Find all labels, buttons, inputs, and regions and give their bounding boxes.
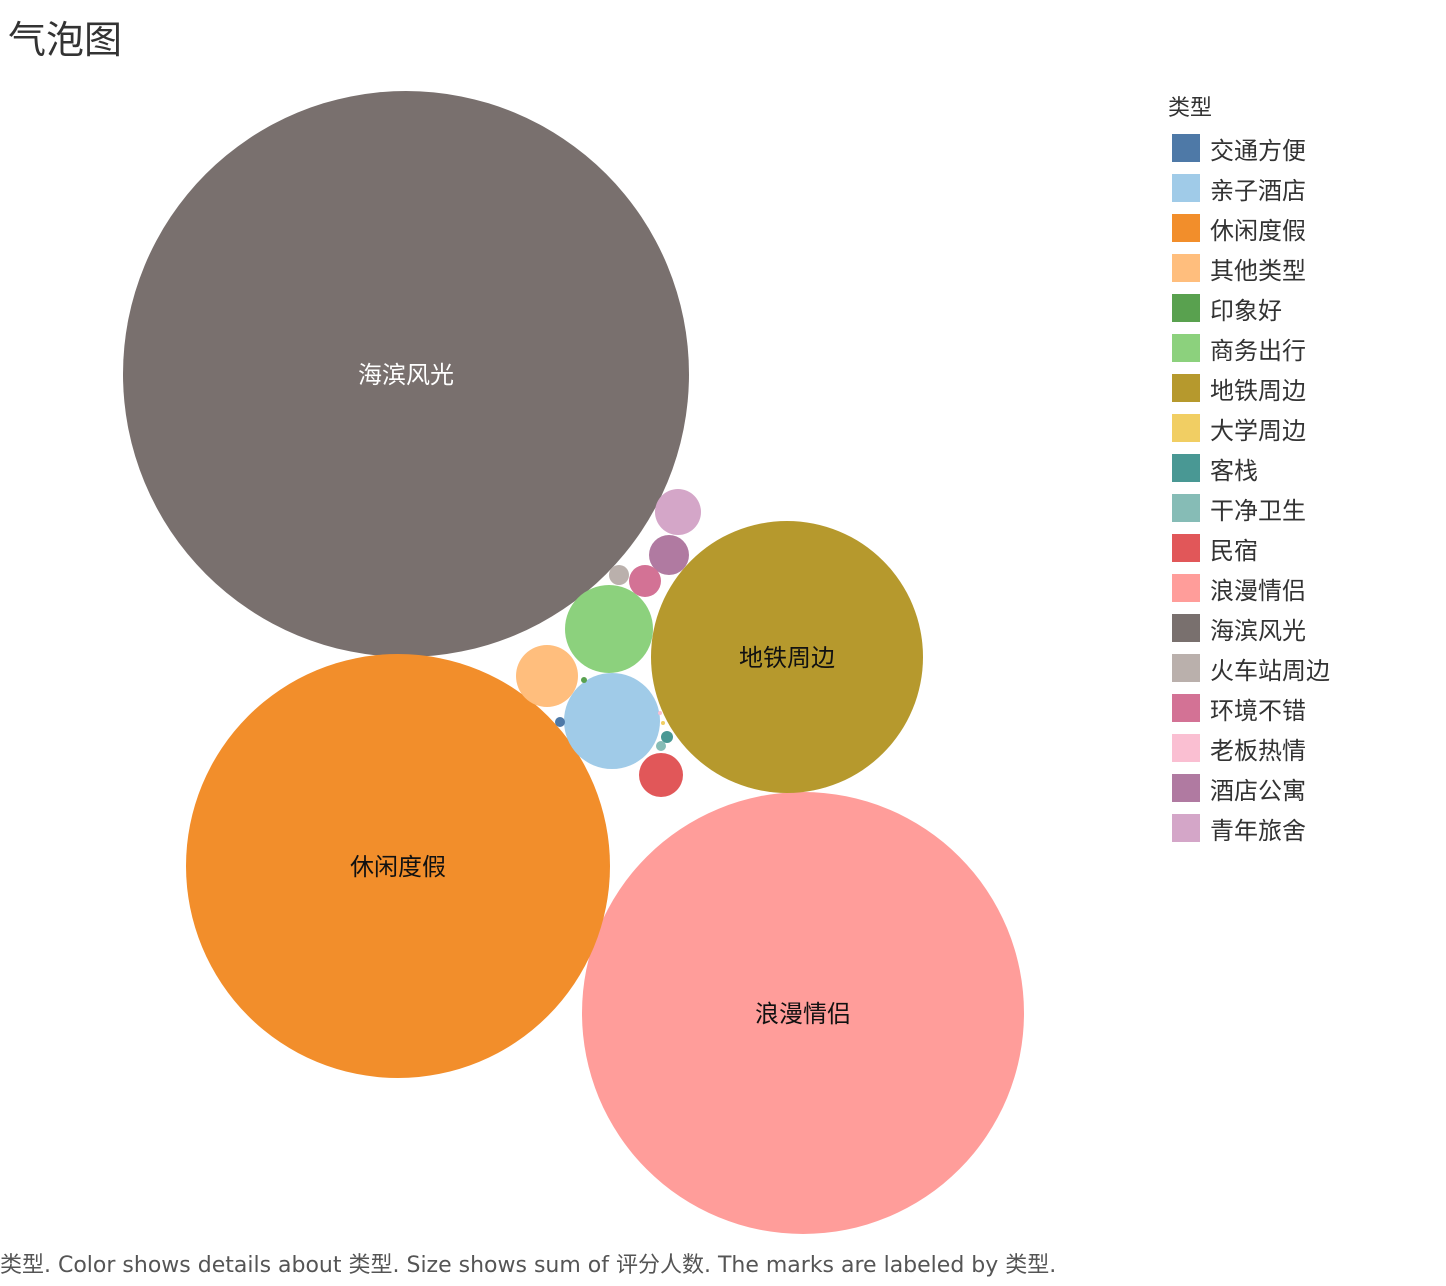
chart-title: 气泡图 [8,18,123,62]
bubble-休闲度假[interactable] [186,654,610,1078]
bubble-老板热情[interactable] [658,711,662,715]
legend-label: 商务出行 [1210,336,1306,365]
bubble-label: 地铁周边 [739,644,835,672]
legend-item[interactable]: 老板热情 [1168,728,1438,768]
legend-label: 地铁周边 [1210,376,1306,405]
legend-swatch [1172,214,1200,242]
legend-item[interactable]: 浪漫情侣 [1168,568,1438,608]
legend-item[interactable]: 酒店公寓 [1168,768,1438,808]
legend-label: 休闲度假 [1210,216,1306,245]
bubble-亲子酒店[interactable] [564,673,660,769]
legend-item[interactable]: 交通方便 [1168,128,1438,168]
legend-label: 浪漫情侣 [1210,576,1306,605]
legend-swatch [1172,614,1200,642]
legend-item[interactable]: 环境不错 [1168,688,1438,728]
bubble-干净卫生[interactable] [656,741,666,751]
legend-item[interactable]: 海滨风光 [1168,608,1438,648]
legend-label: 青年旅舍 [1210,816,1306,845]
bubble-交通方便[interactable] [555,717,565,727]
legend-label: 老板热情 [1210,736,1306,765]
legend-label: 民宿 [1210,536,1258,565]
legend-swatch [1172,294,1200,322]
legend-swatch [1172,254,1200,282]
bubble-酒店公寓[interactable] [649,535,689,575]
legend-item[interactable]: 印象好 [1168,288,1438,328]
legend: 类型 交通方便亲子酒店休闲度假其他类型印象好商务出行地铁周边大学周边客栈干净卫生… [1168,94,1438,848]
legend-label: 其他类型 [1210,256,1306,285]
legend-label: 酒店公寓 [1210,776,1306,805]
bubble-大学周边[interactable] [661,721,665,725]
legend-item[interactable]: 大学周边 [1168,408,1438,448]
legend-swatch [1172,534,1200,562]
legend-swatch [1172,694,1200,722]
legend-item[interactable]: 商务出行 [1168,328,1438,368]
bubble-海滨风光[interactable] [123,91,689,657]
legend-swatch [1172,494,1200,522]
legend-swatch [1172,174,1200,202]
legend-label: 亲子酒店 [1210,176,1306,205]
bubble-客栈[interactable] [661,731,673,743]
bubble-民宿[interactable] [639,753,683,797]
legend-item[interactable]: 青年旅舍 [1168,808,1438,848]
legend-label: 大学周边 [1210,416,1306,445]
chart-caption: 类型. Color shows details about 类型. Size s… [0,1253,1057,1278]
legend-swatch [1172,374,1200,402]
bubble-商务出行[interactable] [565,585,653,673]
legend-swatch [1172,134,1200,162]
bubble-label: 海滨风光 [358,361,454,389]
bubble-环境不错[interactable] [629,565,661,597]
bubble-label: 浪漫情侣 [755,1000,851,1028]
legend-label: 客栈 [1210,456,1258,485]
bubble-其他类型[interactable] [516,645,578,707]
legend-label: 交通方便 [1210,136,1306,165]
legend-swatch [1172,454,1200,482]
bubble-label: 休闲度假 [350,853,446,881]
legend-item[interactable]: 其他类型 [1168,248,1438,288]
legend-item[interactable]: 地铁周边 [1168,368,1438,408]
legend-swatch [1172,414,1200,442]
legend-swatch [1172,334,1200,362]
legend-swatch [1172,774,1200,802]
bubble-地铁周边[interactable] [651,521,923,793]
bubble-印象好[interactable] [581,677,587,683]
legend-item[interactable]: 民宿 [1168,528,1438,568]
legend-swatch [1172,734,1200,762]
legend-item[interactable]: 亲子酒店 [1168,168,1438,208]
legend-item[interactable]: 客栈 [1168,448,1438,488]
legend-item[interactable]: 干净卫生 [1168,488,1438,528]
legend-label: 干净卫生 [1210,496,1306,525]
legend-label: 火车站周边 [1210,656,1330,685]
legend-swatch [1172,654,1200,682]
legend-swatch [1172,814,1200,842]
legend-swatch [1172,574,1200,602]
legend-label: 印象好 [1210,296,1282,325]
legend-item[interactable]: 休闲度假 [1168,208,1438,248]
legend-label: 环境不错 [1210,696,1306,725]
legend-title: 类型 [1168,96,1213,121]
bubble-青年旅舍[interactable] [655,489,701,535]
legend-items: 交通方便亲子酒店休闲度假其他类型印象好商务出行地铁周边大学周边客栈干净卫生民宿浪… [1168,128,1438,848]
legend-label: 海滨风光 [1210,616,1306,645]
bubble-浪漫情侣[interactable] [582,792,1024,1234]
legend-item[interactable]: 火车站周边 [1168,648,1438,688]
bubble-火车站周边[interactable] [609,565,629,585]
